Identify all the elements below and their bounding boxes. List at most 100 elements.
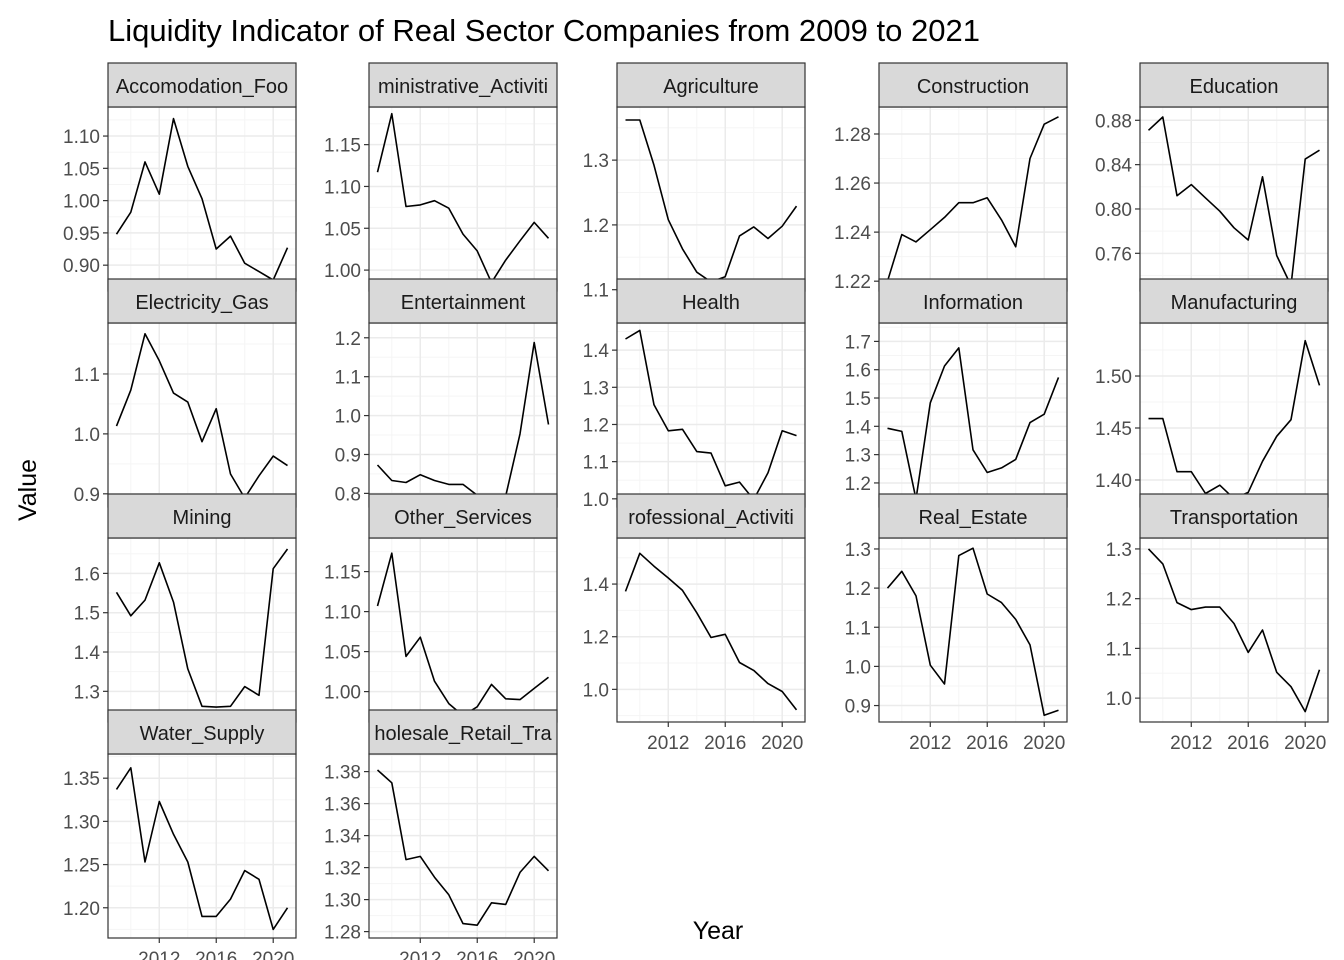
panel-background	[879, 323, 1067, 507]
panel-background	[108, 538, 296, 722]
strip-background	[1139, 278, 1329, 324]
y-tick-label: 1.0	[583, 490, 609, 511]
strip-background	[616, 278, 806, 324]
strip-background	[1139, 493, 1329, 539]
y-tick-label: 1.6	[74, 564, 100, 585]
panel-background	[879, 538, 1067, 722]
strip-label: Manufacturing	[1171, 292, 1298, 314]
series-line	[115, 117, 289, 281]
series-line	[376, 341, 550, 497]
panel-background	[617, 538, 805, 722]
panel-background	[369, 538, 557, 722]
y-tick-label: 1.20	[63, 899, 100, 920]
strip-label: Health	[682, 292, 740, 314]
x-tick-label: 2020	[761, 733, 803, 754]
y-tick-label: 1.22	[834, 272, 871, 293]
panel-wholesale-retail-trade: holesale_Retail_Tra 1.28 1.30 1.32 1.34 1.36 1…	[324, 709, 558, 960]
x-tick-label: 2020	[1284, 733, 1326, 754]
y-tick-label: 0.88	[1095, 111, 1132, 132]
x-tick-label: 2012	[1170, 733, 1212, 754]
series-line	[1147, 548, 1321, 713]
x-tick-label: 2016	[1227, 733, 1269, 754]
y-tick-label: 1.3	[845, 446, 871, 467]
y-tick-label: 0.8	[335, 484, 361, 505]
strip-background	[616, 493, 806, 539]
strip-background	[368, 493, 558, 539]
y-tick-label: 1.4	[74, 643, 101, 664]
strip-label: Entertainment	[401, 292, 526, 314]
series-line	[115, 332, 288, 499]
strip-background	[368, 62, 558, 108]
y-tick-label: 1.32	[324, 859, 361, 880]
strip-background	[616, 62, 806, 108]
y-tick-label: 1.2	[583, 216, 609, 237]
y-axis-title: Value	[14, 459, 42, 521]
strip-label: Real_Estate	[919, 507, 1028, 529]
panel-background	[108, 323, 296, 507]
y-tick-label: 1.1	[583, 453, 609, 474]
y-tick-label: 1.15	[324, 136, 361, 157]
y-tick-label: 1.3	[583, 378, 609, 399]
y-tick-label: 1.3	[845, 540, 871, 561]
y-tick-label: 0.80	[1095, 200, 1132, 221]
y-tick-label: 1.15	[324, 563, 361, 584]
panel-background	[617, 107, 805, 291]
y-tick-label: 1.4	[845, 417, 872, 438]
panel-transportation: Transportation 1.0 1.1 1.2 1.3 2012 2016 2020	[1106, 493, 1329, 754]
strip-label: Construction	[917, 76, 1029, 98]
y-tick-label: 0.9	[74, 485, 100, 506]
y-tick-label: 1.3	[74, 682, 100, 703]
x-axis-title: Year	[693, 917, 744, 945]
panel-background	[1140, 323, 1328, 507]
strip-label: rofessional_Activiti	[628, 507, 794, 529]
strip-background	[368, 278, 558, 324]
strip-label: Accomodation_Foo	[116, 76, 288, 98]
x-tick-label: 2016	[966, 733, 1008, 754]
strip-background	[107, 493, 297, 539]
y-tick-label: 1.00	[324, 683, 361, 704]
y-tick-label: 1.0	[335, 407, 361, 428]
facet-panels: Accomodation_Foo 0.90 0.95 1.00 1.05 1.10 2012…	[63, 62, 1329, 960]
panel-background	[369, 754, 557, 938]
x-tick-label: 2020	[252, 949, 294, 960]
y-tick-label: 1.25	[63, 856, 100, 877]
strip-label: Transportation	[1170, 507, 1298, 529]
y-tick-label: 1.2	[845, 474, 871, 495]
y-tick-label: 1.34	[324, 827, 361, 848]
y-tick-label: 1.45	[1095, 419, 1132, 440]
y-tick-label: 1.24	[834, 223, 871, 244]
y-tick-label: 1.1	[74, 365, 100, 386]
x-tick-label: 2012	[909, 733, 951, 754]
y-tick-label: 1.1	[583, 281, 609, 302]
strip-label: Education	[1190, 76, 1279, 98]
y-tick-label: 1.10	[63, 127, 100, 148]
series-line	[625, 329, 797, 501]
y-tick-label: 1.2	[583, 415, 609, 436]
series-line	[376, 769, 550, 927]
strip-label: Agriculture	[663, 76, 759, 98]
panel-information: Information1.21.31.41.51.61.720122016202…	[845, 278, 1068, 539]
y-tick-label: 1.10	[324, 603, 361, 624]
y-tick-label: 1.3	[1106, 540, 1132, 561]
y-tick-label: 1.1	[335, 368, 361, 389]
strip-background	[1139, 62, 1329, 108]
strip-background	[878, 278, 1068, 324]
strip-label: Information	[923, 292, 1023, 314]
y-tick-label: 1.1	[845, 618, 871, 639]
x-tick-label: 2016	[704, 733, 746, 754]
y-tick-label: 1.7	[845, 332, 871, 353]
x-tick-label: 2012	[138, 949, 180, 960]
x-tick-label: 2016	[195, 949, 237, 960]
panel-professional-activities: rofessional_Activiti 1.0 1.2 1.4 2012 2016 202…	[583, 493, 806, 754]
x-tick-label: 2012	[647, 733, 689, 754]
series-line	[115, 548, 289, 708]
panel-real-estate: Real_Estate 0.9 1.0 1.1 1.2 1.3 2012 2016 2020	[845, 493, 1068, 754]
series-line	[624, 552, 798, 711]
y-tick-label: 0.90	[63, 256, 100, 277]
series-line	[376, 112, 550, 284]
strip-background	[107, 278, 297, 324]
panel-water-supply: Water_Supply 1.20 1.25 1.30 1.35 2012 2016 2020	[63, 709, 297, 960]
